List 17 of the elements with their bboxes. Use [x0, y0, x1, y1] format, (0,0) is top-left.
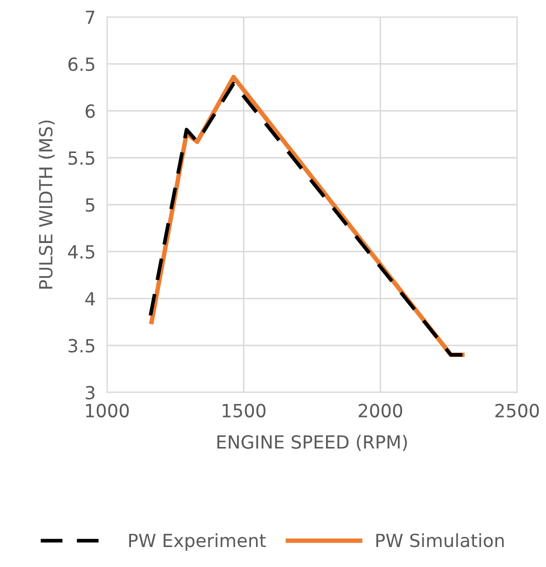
- x-tick-label: 2500: [495, 404, 539, 418]
- x-tick-label: 1000: [86, 404, 129, 418]
- y-axis-title: PULSE WIDTH (MS): [38, 120, 55, 289]
- y-tick-label: 4: [85, 292, 95, 306]
- x-tick-label: 2000: [358, 404, 402, 418]
- y-tick-label: 5: [86, 198, 94, 212]
- y-tick-label: 3.5: [68, 338, 94, 353]
- y-tick-label: 7: [86, 10, 94, 24]
- y-tick-label: 6: [86, 104, 95, 118]
- y-tick-label: 3: [86, 386, 94, 400]
- x-axis-title: ENGINE SPEED (RPM): [217, 434, 407, 451]
- legend-label: PW Simulation: [376, 533, 504, 548]
- legend-label: PW Experiment: [129, 533, 266, 551]
- y-tick-label: 6.5: [68, 57, 94, 72]
- x-tick-label: 1500: [222, 404, 266, 418]
- y-tick-label: 5.5: [68, 151, 94, 165]
- y-tick-label: 4.5: [68, 245, 94, 259]
